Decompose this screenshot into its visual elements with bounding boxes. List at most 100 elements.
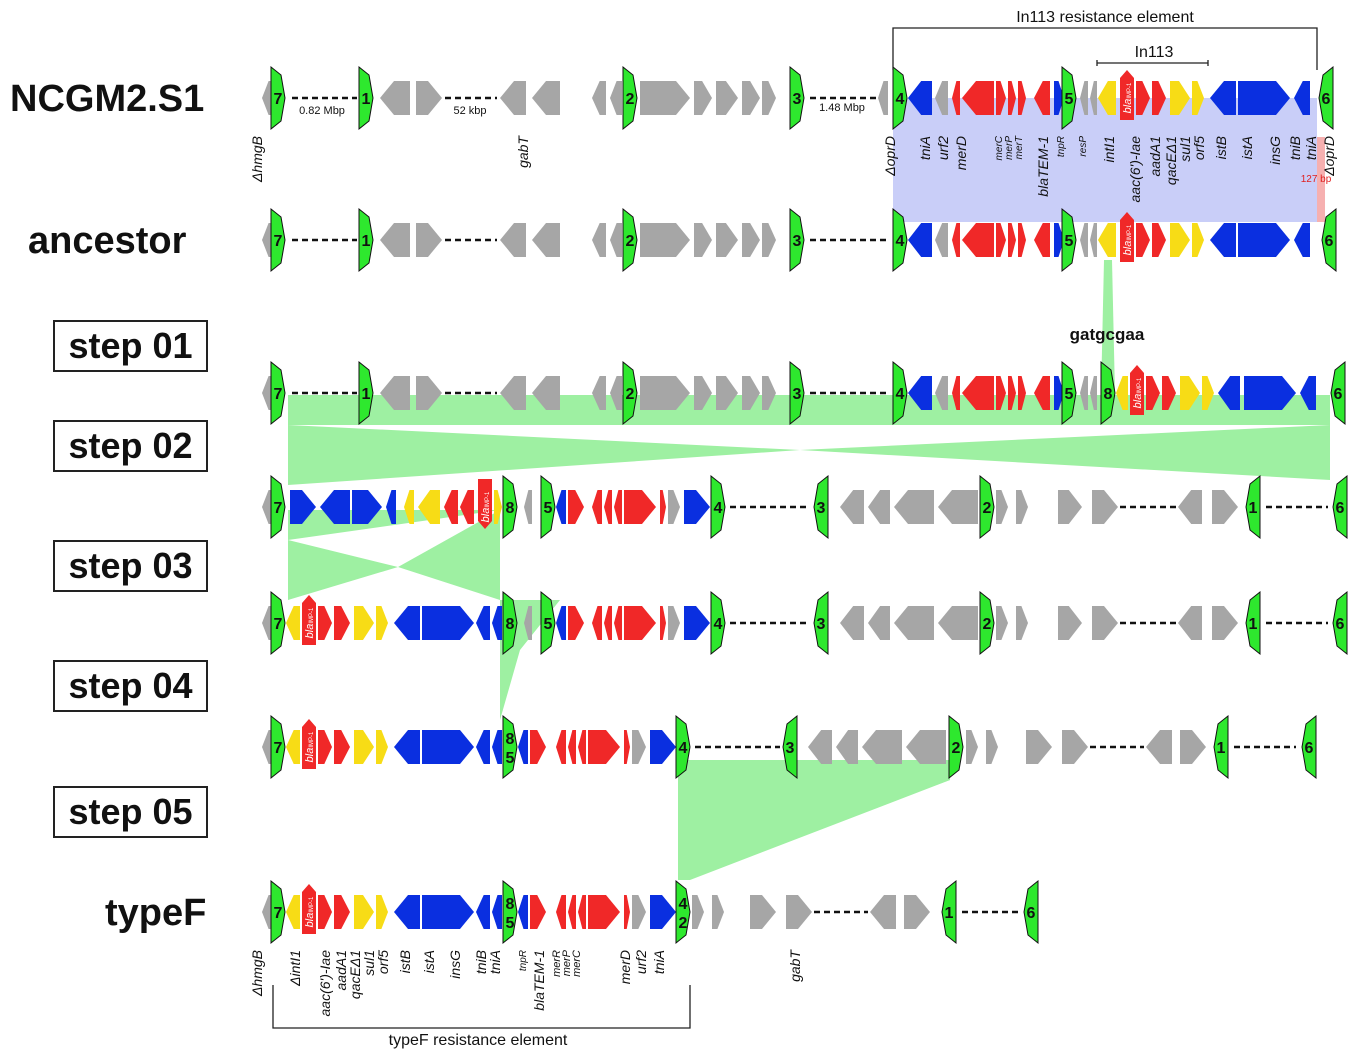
gene-arrow [1146,730,1172,764]
gene-name-label: istB [1213,136,1229,159]
junction-number: 8 [506,616,515,633]
gene-name-label: tniA [487,950,503,974]
gene-arrow [640,223,690,257]
gene-arrow [862,730,902,764]
gene-arrow [416,81,442,115]
junction-number: 3 [793,91,802,108]
gene-arrow [352,490,382,524]
gene-arrow [1018,376,1026,410]
junction-number: 4 [896,386,905,403]
gene-arrow [836,730,858,764]
gene-arrow [592,81,606,115]
gene-arrow [1018,81,1026,115]
junction-number: 1 [362,386,371,403]
junction-number: 1 [945,905,954,922]
gene-arrow [492,895,502,929]
junction-marker [710,474,726,540]
homology-band [1101,260,1115,395]
junction-marker [270,207,286,273]
gene-arrow [422,895,474,929]
gene-arrow [334,606,350,640]
gene-arrow [1146,376,1160,410]
junction-number: 7 [274,500,283,517]
gene-arrow [530,895,546,929]
gene-arrow [290,490,316,524]
junction-marker [941,879,957,945]
gene-arrow [1034,223,1050,257]
junction-number: 5 [506,915,515,932]
gene-name-label: istA [1239,136,1255,159]
junction-marker [622,207,638,273]
annotation-labels: ΔhmgB gabT ΔoprD tniA urf2 merD merC merP merT bl… [249,135,1337,1017]
junction-number: 3 [793,386,802,403]
gene-arrow [868,606,890,640]
junction-marker [782,714,798,780]
junction-marker [1061,207,1077,273]
junction-number: 7 [274,386,283,403]
gene-arrow [444,490,458,524]
distance-label: 1.48 Mbp [819,102,865,114]
gene-name-label: merC [994,135,1005,160]
junction-marker [675,714,691,780]
gene-arrow [952,81,960,115]
gene-arrow [394,730,420,764]
gene-arrow [286,606,300,640]
junction-number: 4 [679,740,688,757]
junction-marker [622,360,638,426]
gene-name-label: tniA [651,950,667,974]
gene-arrow [640,376,690,410]
gene-name-label: qacEΔ1 [347,950,363,999]
homology-band [893,98,1317,222]
gene-arrow [1054,376,1064,410]
gene-name-label: merP [1004,136,1015,160]
gene-name-label: istA [421,950,437,973]
gene-arrow [518,895,528,929]
gene-arrow [318,895,332,929]
gene-name-label: blaTEM-1 [531,950,547,1011]
gene-arrow [1008,223,1016,257]
step-02-box: step 02 [53,420,208,472]
gene-arrow [1008,81,1016,115]
junction-number: 7 [274,616,283,633]
typef-element-bracket [272,985,691,1029]
gene-arrow [952,376,960,410]
junction-marker [710,590,726,656]
in113-label: In113 [1135,44,1174,61]
gene-arrow [668,490,680,524]
gene-arrow [354,895,374,929]
gene-arrow [286,895,300,929]
junction-number: 1 [1249,616,1258,633]
homology-band [288,425,800,510]
gene-arrow [416,376,442,410]
gene-arrow [588,730,620,764]
typef-element-label: typeF resistance element [389,1032,568,1049]
gene-arrow [694,376,712,410]
gene-arrow [318,730,332,764]
gene-arrow [1080,81,1088,115]
gene-name-label: orf5 [375,950,391,974]
gene-name-label: urf2 [633,950,649,974]
homology-band [1317,137,1325,222]
gene-arrow [1058,606,1082,640]
gene-arrow [1136,223,1150,257]
junction-number: 3 [817,616,826,633]
junction-marker [1332,590,1348,656]
gene-arrow [894,606,934,640]
gene-arrow [1136,81,1150,115]
gene-arrow [1180,376,1200,410]
gene-arrow [996,376,1006,410]
gene-arrow [1008,376,1016,410]
gene-arrow [640,81,690,115]
spacer-lines [292,96,1328,914]
bla-imp1-gene [478,479,492,529]
junction-marker [789,65,805,131]
junction-marker [502,474,518,540]
gene-name-label: qacEΔ1 [1163,136,1179,185]
gene-arrow [742,376,760,410]
junction-number: 8 [1104,386,1113,403]
junction-number: 6 [1336,500,1345,517]
gene-arrow [966,730,978,764]
gene-arrow [712,895,724,929]
gene-name-label: merT [1014,135,1025,159]
row-label-typef: typeF [105,892,207,934]
